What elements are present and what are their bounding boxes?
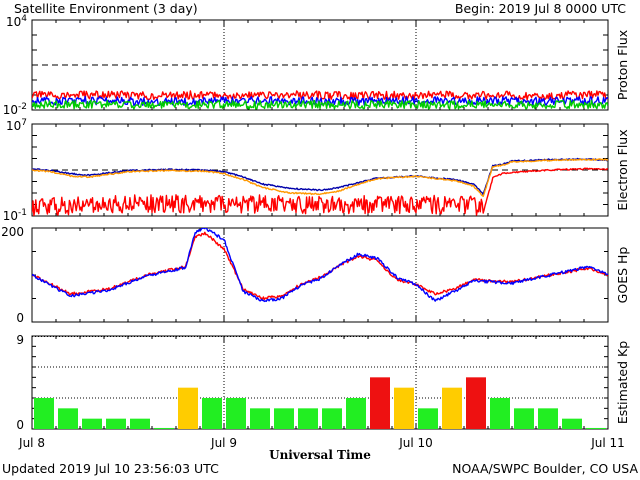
data-layer xyxy=(32,157,608,216)
chart-title: Satellite Environment (3 day) xyxy=(14,1,198,16)
series-line-1 xyxy=(32,231,608,301)
kp-bar xyxy=(346,398,366,429)
series-line-2 xyxy=(32,158,608,198)
kp-bar xyxy=(442,387,462,429)
y-tick-label: 9 xyxy=(16,333,24,347)
panel-1: 104 10-2 Proton Flux xyxy=(3,14,630,117)
series-line-1 xyxy=(32,157,608,196)
data-layer xyxy=(32,336,608,429)
kp-bar xyxy=(82,418,102,429)
kp-bar xyxy=(106,418,126,429)
kp-bar xyxy=(34,398,54,429)
y-axis-label: Estimated Kp xyxy=(615,341,630,424)
begin-time: Begin: 2019 Jul 8 0000 UTC xyxy=(455,1,626,16)
panel-3: 0 200 GOES Hp xyxy=(1,225,630,325)
series-line-3 xyxy=(32,167,608,216)
kp-bar xyxy=(298,408,318,429)
kp-bar xyxy=(538,408,558,429)
series-line-2 xyxy=(32,228,608,303)
kp-bar xyxy=(130,418,150,429)
y-tick-label: 200 xyxy=(1,225,24,239)
kp-bar xyxy=(322,408,342,429)
y-axis-label: Proton Flux xyxy=(615,30,630,100)
y-tick-label: 10-1 xyxy=(3,208,27,223)
panel-frame xyxy=(31,227,609,323)
kp-bar xyxy=(418,408,438,429)
y-tick-label: 10-2 xyxy=(3,102,27,117)
kp-bar xyxy=(490,398,510,429)
kp-bar xyxy=(274,408,294,429)
series-line-1 xyxy=(32,90,608,101)
kp-bar xyxy=(178,387,198,429)
kp-bar xyxy=(250,408,270,429)
kp-bar xyxy=(514,408,534,429)
y-axis-label: Electron Flux xyxy=(615,129,630,210)
kp-bar xyxy=(562,418,582,429)
panel-4: 0 9 Estimated Kp Jul 8 Jul 9 Jul 10 Jul 11 xyxy=(16,333,630,450)
kp-bar xyxy=(202,398,222,429)
y-tick-label: 0 xyxy=(16,418,24,432)
x-tick-label: Jul 8 xyxy=(18,436,45,450)
kp-bar xyxy=(394,387,414,429)
data-layer xyxy=(32,228,608,303)
kp-bar xyxy=(58,408,78,429)
series-line-3 xyxy=(32,99,608,110)
kp-bar xyxy=(466,377,486,429)
kp-bar xyxy=(154,427,174,429)
x-tick-label: Jul 10 xyxy=(398,436,433,450)
kp-bar xyxy=(586,427,606,429)
y-axis-label: GOES Hp xyxy=(615,247,630,304)
y-tick-label: 104 xyxy=(6,14,27,29)
kp-bar xyxy=(226,398,246,429)
x-tick-label: Jul 11 xyxy=(590,436,625,450)
y-tick-label: 0 xyxy=(16,311,24,325)
x-tick-label: Jul 9 xyxy=(210,436,237,450)
y-tick-label: 107 xyxy=(6,118,27,133)
updated-timestamp: Updated 2019 Jul 10 23:56:03 UTC xyxy=(2,461,219,476)
kp-bar xyxy=(370,377,390,429)
panel-2: 107 10-1 Electron Flux xyxy=(3,118,630,223)
noaa-credit: NOAA/SWPC Boulder, CO USA xyxy=(452,461,638,476)
data-layer xyxy=(32,90,608,110)
x-axis-title: Universal Time xyxy=(269,448,371,462)
